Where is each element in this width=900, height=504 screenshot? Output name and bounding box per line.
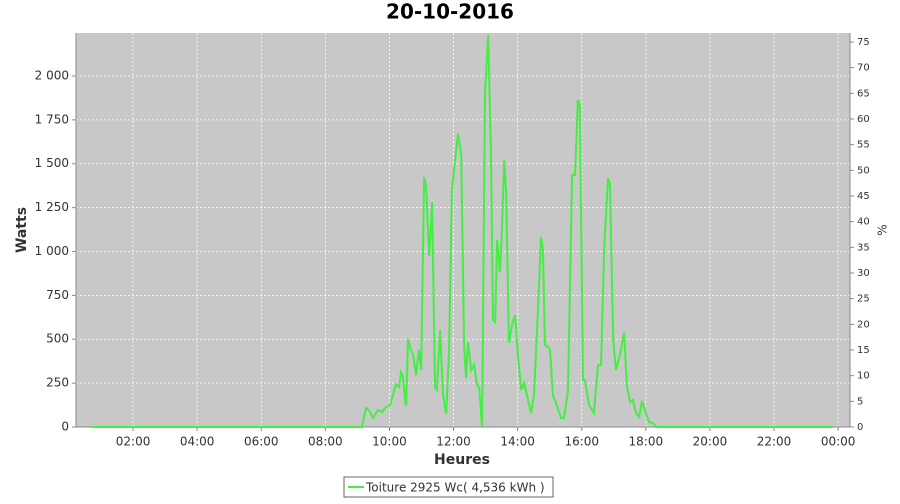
y-axis-label: Watts xyxy=(14,207,30,253)
x-tick-label: 06:00 xyxy=(244,435,279,449)
legend xyxy=(343,476,554,498)
x-tick-label: 22:00 xyxy=(757,435,792,449)
y2-tick-label: 65 xyxy=(857,88,870,99)
y-tick-label: 1 750 xyxy=(35,112,69,126)
y-tick-label: 0 xyxy=(61,420,69,434)
legend-label: Toiture 2925 Wc( 4,536 kWh ) xyxy=(365,481,545,495)
x-tick-label: 20:00 xyxy=(693,435,728,449)
y-tick-label: 1 000 xyxy=(35,244,69,258)
y2-tick-label: 10 xyxy=(857,371,870,382)
y2-tick-label: 0 xyxy=(857,422,863,433)
y2-tick-label: 20 xyxy=(857,319,870,330)
x-tick-label: 14:00 xyxy=(500,435,535,449)
y-tick-label: 500 xyxy=(46,332,69,346)
chart-title: 20-10-2016 xyxy=(386,0,514,24)
y-tick-label: 2 000 xyxy=(35,68,69,82)
y-tick-label: 1 500 xyxy=(35,156,69,170)
y2-axis-label: % xyxy=(876,224,890,235)
y2-tick-label: 15 xyxy=(857,345,870,356)
x-tick-label: 00:00 xyxy=(821,435,856,449)
x-axis-label: Heures xyxy=(434,452,490,468)
y2-tick-label: 55 xyxy=(857,140,870,151)
y2-tick-label: 30 xyxy=(857,268,870,279)
y2-tick-label: 5 xyxy=(857,396,863,407)
y2-tick-label: 75 xyxy=(857,37,870,48)
y2-tick-label: 45 xyxy=(857,191,870,202)
x-tick-label: 12:00 xyxy=(436,435,471,449)
x-tick-label: 04:00 xyxy=(180,435,215,449)
y2-tick-label: 25 xyxy=(857,294,870,305)
x-tick-label: 08:00 xyxy=(308,435,343,449)
y-tick-label: 1 250 xyxy=(35,200,69,214)
y-tick-label: 750 xyxy=(46,288,69,302)
x-tick-label: 16:00 xyxy=(564,435,599,449)
y2-tick-label: 35 xyxy=(857,242,870,253)
x-tick-label: 18:00 xyxy=(629,435,664,449)
y2-tick-label: 60 xyxy=(857,114,870,125)
y2-tick-label: 40 xyxy=(857,217,870,228)
series-line xyxy=(91,34,833,428)
x-tick-label: 10:00 xyxy=(372,435,407,449)
y2-tick-label: 50 xyxy=(857,165,870,176)
y-tick-label: 250 xyxy=(46,376,69,390)
y2-tick-label: 70 xyxy=(857,63,870,74)
x-tick-label: 02:00 xyxy=(116,435,151,449)
